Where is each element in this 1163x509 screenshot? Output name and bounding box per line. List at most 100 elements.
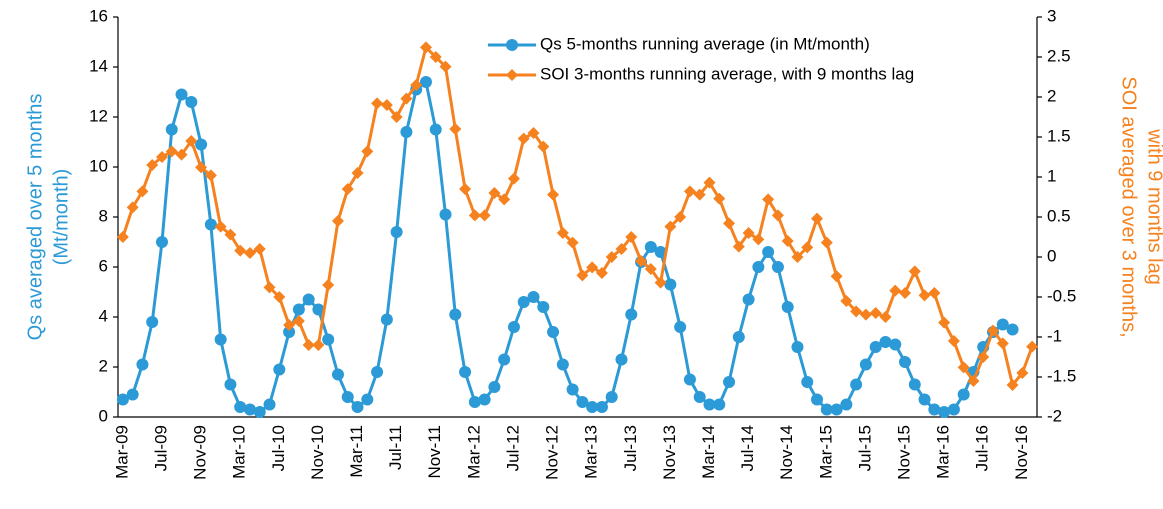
data-point bbox=[136, 358, 149, 371]
data-point bbox=[410, 79, 423, 91]
y-tick-label: 6 bbox=[99, 256, 108, 275]
x-tick-label: Nov-11 bbox=[425, 425, 444, 479]
y-axis-title: Qs averaged over 5 months bbox=[24, 94, 46, 341]
y-tick-label: 12 bbox=[89, 106, 108, 125]
data-point bbox=[243, 247, 256, 259]
data-point bbox=[302, 293, 315, 306]
data-point bbox=[283, 326, 296, 338]
data-point bbox=[498, 353, 511, 366]
data-point bbox=[478, 393, 491, 406]
data-point bbox=[967, 375, 980, 387]
data-point bbox=[879, 336, 892, 348]
data-point bbox=[781, 301, 794, 313]
data-point bbox=[820, 236, 833, 249]
data-point bbox=[273, 291, 286, 303]
data-point bbox=[371, 366, 384, 378]
data-point bbox=[576, 269, 589, 282]
data-point bbox=[312, 339, 325, 351]
legend-label: SOI 3-months running average, with 9 mon… bbox=[540, 64, 914, 83]
data-point bbox=[723, 376, 736, 388]
data-point bbox=[175, 148, 188, 161]
data-point bbox=[556, 358, 569, 371]
x-tick-label: Mar-10 bbox=[230, 425, 249, 479]
data-point bbox=[820, 403, 833, 416]
data-point bbox=[390, 226, 403, 238]
data-point bbox=[654, 246, 667, 258]
data-point bbox=[762, 193, 775, 206]
x-tick-label: Mar-12 bbox=[464, 425, 483, 479]
data-point bbox=[400, 92, 413, 105]
data-point bbox=[801, 241, 814, 254]
legend-marker bbox=[506, 39, 518, 51]
data-point bbox=[703, 398, 716, 411]
data-point bbox=[351, 167, 364, 179]
data-point bbox=[859, 358, 872, 371]
data-point bbox=[674, 211, 687, 223]
data-point bbox=[488, 187, 501, 199]
data-point bbox=[253, 406, 266, 418]
data-point bbox=[918, 289, 931, 302]
data-point bbox=[762, 246, 775, 258]
data-point bbox=[351, 401, 364, 413]
data-point bbox=[224, 378, 237, 391]
data-point bbox=[165, 123, 178, 136]
data-point bbox=[693, 188, 706, 201]
x-tick-label: Nov-13 bbox=[660, 425, 679, 480]
data-point bbox=[380, 99, 393, 111]
data-point bbox=[771, 209, 784, 222]
data-point bbox=[869, 307, 882, 319]
data-point bbox=[781, 235, 794, 247]
x-tick-label: Jul-15 bbox=[855, 425, 874, 471]
data-point bbox=[214, 220, 227, 233]
data-point bbox=[840, 295, 853, 307]
y2-tick-label: -1.5 bbox=[1047, 366, 1076, 385]
data-point bbox=[527, 127, 540, 139]
data-point bbox=[419, 41, 432, 54]
data-point bbox=[468, 396, 481, 408]
data-point bbox=[459, 366, 472, 378]
y2-axis-title: with 9 months lag bbox=[1144, 128, 1163, 285]
data-point bbox=[547, 326, 560, 338]
data-point bbox=[224, 228, 237, 241]
data-point bbox=[566, 383, 579, 396]
legend-label: Qs 5-months running average (in Mt/month… bbox=[540, 34, 870, 53]
data-point bbox=[742, 293, 755, 306]
y2-tick-label: 2.5 bbox=[1047, 46, 1071, 65]
data-point bbox=[234, 244, 247, 257]
data-point bbox=[683, 373, 696, 386]
data-point bbox=[302, 339, 315, 351]
y-tick-label: 16 bbox=[89, 6, 108, 25]
data-point bbox=[576, 396, 589, 408]
data-point bbox=[615, 353, 628, 366]
data-point bbox=[625, 231, 638, 243]
data-point bbox=[996, 318, 1009, 331]
y-tick-label: 0 bbox=[99, 406, 108, 425]
data-point bbox=[742, 227, 755, 239]
data-point bbox=[957, 388, 970, 401]
data-point bbox=[595, 267, 608, 279]
data-point bbox=[996, 337, 1009, 350]
x-tick-label: Jul-09 bbox=[151, 425, 170, 471]
data-point bbox=[449, 308, 462, 321]
data-point bbox=[850, 305, 863, 318]
data-point bbox=[859, 308, 872, 321]
data-point bbox=[595, 401, 608, 413]
x-tick-label: Nov-16 bbox=[1012, 425, 1031, 480]
data-point bbox=[1006, 379, 1019, 391]
data-point bbox=[889, 284, 902, 297]
data-point bbox=[478, 209, 491, 222]
x-tick-label: Nov-14 bbox=[777, 425, 796, 480]
x-tick-label: Nov-10 bbox=[308, 425, 327, 480]
data-point bbox=[537, 301, 550, 313]
data-point bbox=[605, 391, 618, 403]
y2-tick-label: -1 bbox=[1047, 326, 1062, 345]
data-point bbox=[537, 140, 550, 153]
data-point bbox=[586, 401, 599, 413]
data-point bbox=[791, 341, 804, 353]
data-point bbox=[830, 270, 843, 283]
y2-tick-label: 0.5 bbox=[1047, 206, 1071, 225]
data-point bbox=[155, 151, 168, 163]
data-point bbox=[116, 231, 129, 243]
data-point bbox=[204, 169, 217, 182]
